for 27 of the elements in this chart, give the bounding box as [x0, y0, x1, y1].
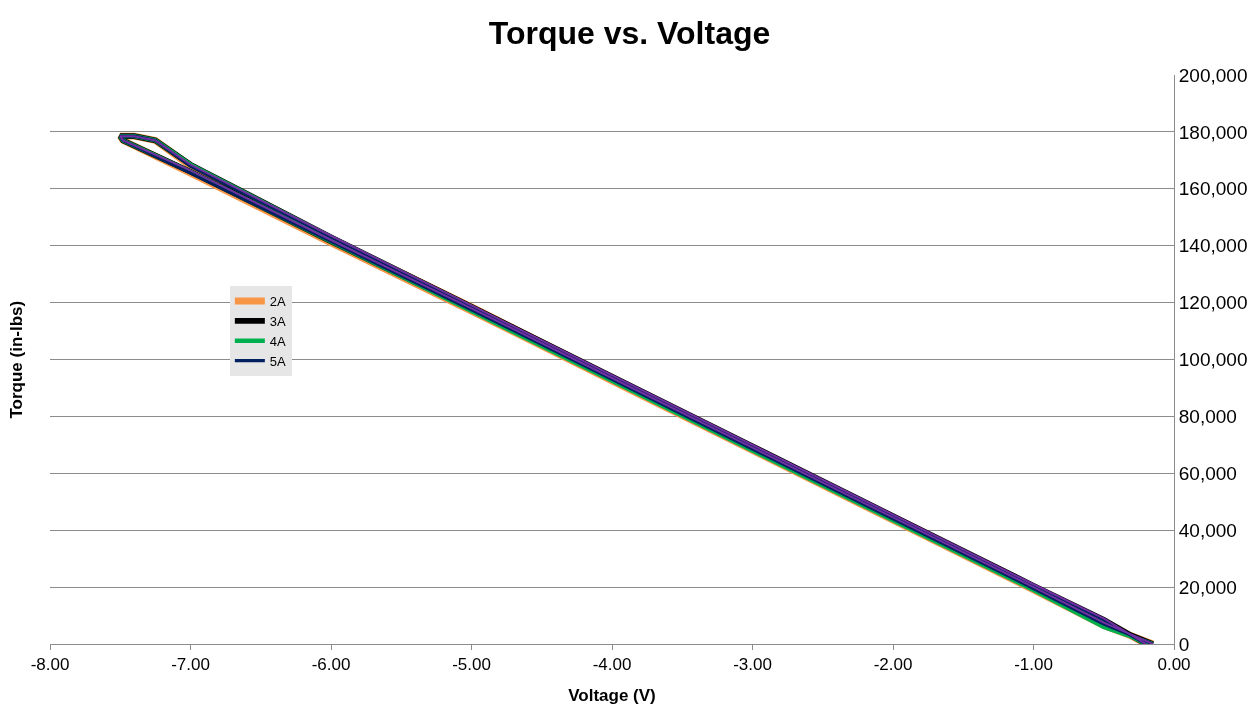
legend-label: 5A — [269, 353, 287, 369]
x-tick-label: -2.00 — [873, 655, 913, 675]
y-tick-label: 0 — [1178, 633, 1190, 655]
y-tick-label: 80,000 — [1178, 406, 1237, 428]
legend-label: 2A — [269, 294, 287, 310]
x-tick-label: -6.00 — [311, 655, 351, 675]
legend-label: 3A — [269, 313, 287, 329]
y-tick-label: 20,000 — [1178, 576, 1237, 598]
y-tick-label: 160,000 — [1178, 178, 1248, 200]
y-tick-label: 60,000 — [1178, 462, 1237, 484]
x-tick-label: 0.00 — [1157, 655, 1191, 675]
legend-label: 4A — [269, 333, 287, 349]
x-tick-label: -8.00 — [30, 655, 70, 675]
y-tick-label: 180,000 — [1178, 121, 1248, 143]
y-tick-label: 100,000 — [1178, 349, 1248, 371]
x-tick-label: -3.00 — [733, 655, 772, 675]
y-tick-label: 120,000 — [1178, 292, 1248, 314]
x-tick-label: -4.00 — [592, 655, 632, 675]
y-tick-label: 200,000 — [1178, 64, 1248, 86]
chart-title: Torque vs. Voltage — [488, 14, 771, 51]
y-tick-label: 40,000 — [1178, 519, 1237, 541]
y-axis-title: Torque (in-lbs) — [6, 300, 26, 419]
x-tick-label: -1.00 — [1014, 655, 1053, 675]
x-tick-label: -7.00 — [171, 655, 210, 675]
x-axis-title: Voltage (V) — [568, 685, 656, 705]
y-tick-label: 140,000 — [1178, 235, 1248, 257]
x-tick-label: -5.00 — [452, 655, 491, 675]
